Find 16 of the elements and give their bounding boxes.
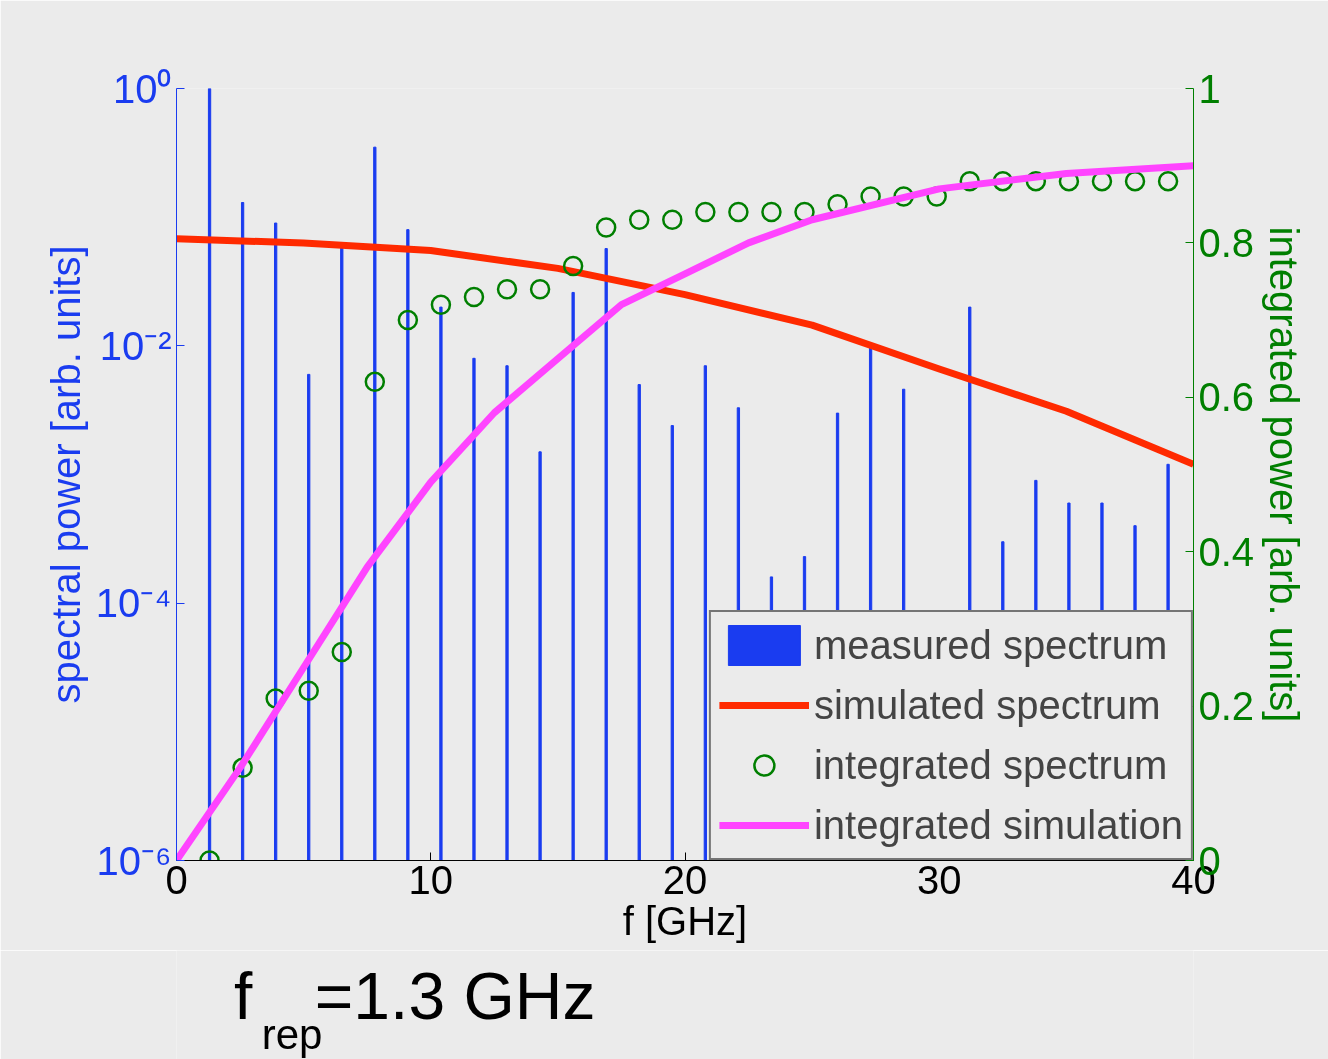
x-tick-label: 30 [917, 857, 962, 902]
y2-axis-title: integrated power [arb. units] [1262, 226, 1307, 723]
legend-label: integrated spectrum [813, 741, 1168, 789]
legend-label: measured spectrum [813, 621, 1168, 669]
x-tick-label: 10 [408, 857, 453, 902]
y-tick-label: 10⁻⁴ [95, 581, 172, 626]
y2-tick-label: 1 [1198, 66, 1221, 111]
y2-tick-label: 0.2 [1198, 684, 1255, 729]
legend-label: integrated simulation [813, 801, 1183, 849]
y-tick-label: 10⁻² [99, 323, 172, 368]
y2-tick-label: 0.4 [1198, 529, 1255, 574]
y2-tick-label: 0.8 [1198, 220, 1255, 265]
y2-tick-label: 0.6 [1198, 375, 1255, 420]
y-axis-title: spectral power [arb. units] [43, 245, 88, 704]
legend-label: simulated spectrum [813, 681, 1161, 729]
y-tick-label: 10⁰ [113, 66, 172, 111]
